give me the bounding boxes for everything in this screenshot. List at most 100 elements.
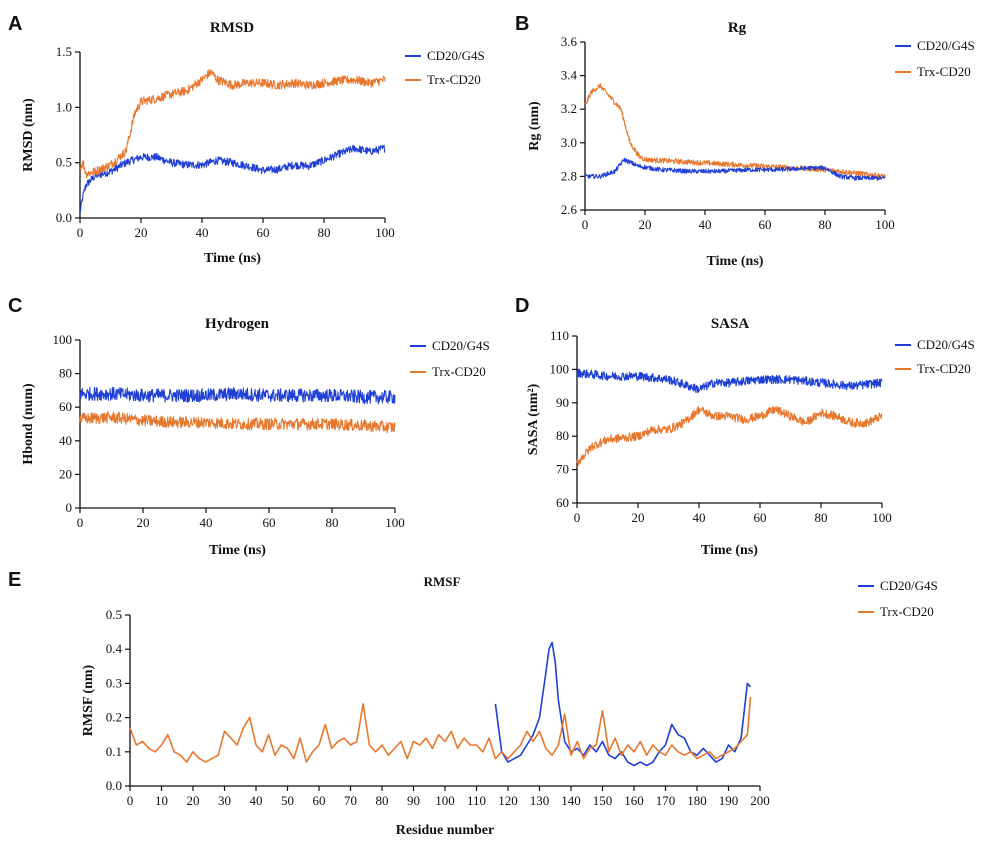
x-tick-label: 60 xyxy=(313,793,326,808)
y-tick-label: 110 xyxy=(550,328,569,343)
y-tick-label: 0.5 xyxy=(106,607,122,622)
x-tick-label: 90 xyxy=(407,793,420,808)
legend-label: Trx-CD20 xyxy=(880,604,934,619)
x-tick-label: 140 xyxy=(561,793,581,808)
x-tick-label: 80 xyxy=(326,515,339,530)
x-tick-label: 150 xyxy=(593,793,613,808)
y-tick-label: 0.5 xyxy=(56,155,72,170)
y-tick-label: 0.4 xyxy=(106,641,123,656)
y-tick-label: 3.6 xyxy=(561,34,578,49)
y-tick-label: 60 xyxy=(556,495,569,510)
x-axis-title: Time (ns) xyxy=(209,543,266,558)
x-axis-title: Residue number xyxy=(396,823,494,838)
x-tick-label: 190 xyxy=(719,793,739,808)
series-line-trx-cd20 xyxy=(129,697,752,763)
series-line-cd20-g4s xyxy=(79,386,396,405)
x-tick-label: 120 xyxy=(498,793,518,808)
panel-label: D xyxy=(515,295,529,317)
x-tick-label: 160 xyxy=(624,793,644,808)
x-tick-label: 20 xyxy=(135,225,148,240)
x-tick-label: 20 xyxy=(632,510,645,525)
x-tick-label: 40 xyxy=(196,225,209,240)
y-tick-label: 0.0 xyxy=(56,210,72,225)
x-tick-label: 20 xyxy=(639,217,652,232)
x-tick-label: 40 xyxy=(699,217,712,232)
y-tick-label: 3.0 xyxy=(561,135,577,150)
x-tick-label: 0 xyxy=(77,515,84,530)
x-tick-label: 100 xyxy=(375,225,395,240)
series-line-trx-cd20 xyxy=(79,411,396,434)
x-tick-label: 80 xyxy=(376,793,389,808)
x-tick-label: 60 xyxy=(257,225,270,240)
panel-title: RMSD xyxy=(210,20,254,36)
x-axis-title: Time (ns) xyxy=(707,254,764,269)
y-axis-title: RMSD (nm) xyxy=(21,98,36,172)
y-axis-title: Hbond (num) xyxy=(21,383,36,465)
y-tick-label: 1.0 xyxy=(56,99,72,114)
x-tick-label: 80 xyxy=(318,225,331,240)
x-tick-label: 0 xyxy=(582,217,589,232)
legend-label: CD20/G4S xyxy=(432,338,490,353)
x-tick-label: 20 xyxy=(187,793,200,808)
y-tick-label: 2.6 xyxy=(561,202,578,217)
series-line-cd20-g4s xyxy=(494,641,752,767)
x-tick-label: 70 xyxy=(344,793,357,808)
series-line-trx-cd20 xyxy=(576,405,883,466)
y-tick-label: 1.5 xyxy=(56,44,72,59)
panel-hydrogen: C Hydrogen 0 20 40 60 80 100 0 20 40 60 80 100 Time … xyxy=(8,295,490,558)
x-tick-label: 200 xyxy=(750,793,770,808)
x-tick-label: 60 xyxy=(754,510,767,525)
x-tick-label: 0 xyxy=(127,793,134,808)
y-tick-label: 40 xyxy=(59,433,72,448)
legend-label: CD20/G4S xyxy=(917,337,975,352)
panel-title: Rg xyxy=(728,20,747,36)
y-tick-label: 0.3 xyxy=(106,675,122,690)
x-tick-label: 100 xyxy=(875,217,895,232)
series-line-cd20-g4s xyxy=(79,144,386,213)
x-tick-label: 180 xyxy=(687,793,707,808)
y-tick-label: 0.0 xyxy=(106,778,122,793)
y-tick-label: 0.1 xyxy=(106,744,122,759)
x-tick-label: 10 xyxy=(155,793,168,808)
y-tick-label: 3.4 xyxy=(561,68,578,83)
x-tick-label: 80 xyxy=(815,510,828,525)
y-tick-label: 0 xyxy=(66,500,73,515)
x-tick-label: 40 xyxy=(200,515,213,530)
y-axis-title: RMSF (nm) xyxy=(81,664,96,736)
y-tick-label: 20 xyxy=(59,466,72,481)
panel-label: B xyxy=(515,13,529,35)
y-tick-label: 100 xyxy=(53,332,73,347)
x-tick-label: 100 xyxy=(385,515,405,530)
x-tick-label: 50 xyxy=(281,793,294,808)
x-tick-label: 100 xyxy=(435,793,455,808)
panel-rmsf: E RMSF 0 10 20 30 40 50 60 70 80 90 100 110 120 130 14… xyxy=(8,569,938,838)
x-tick-label: 100 xyxy=(872,510,892,525)
panel-label: E xyxy=(8,569,21,591)
legend-label: Trx-CD20 xyxy=(917,64,971,79)
legend-label: CD20/G4S xyxy=(427,48,485,63)
panel-rg: B Rg 0 20 40 60 80 100 2.6 2.8 3.0 3.2 3.4 3.6 Time … xyxy=(515,13,975,269)
legend-label: CD20/G4S xyxy=(917,38,975,53)
x-tick-label: 80 xyxy=(819,217,832,232)
y-tick-label: 3.2 xyxy=(561,101,577,116)
x-tick-label: 30 xyxy=(218,793,231,808)
x-tick-label: 40 xyxy=(693,510,706,525)
series-line-cd20-g4s xyxy=(584,157,886,181)
y-tick-label: 100 xyxy=(550,361,570,376)
x-tick-label: 0 xyxy=(77,225,84,240)
y-tick-label: 80 xyxy=(556,428,569,443)
x-tick-label: 130 xyxy=(530,793,550,808)
x-tick-label: 110 xyxy=(467,793,486,808)
y-axis-title: Rg (nm) xyxy=(527,101,542,151)
x-tick-label: 0 xyxy=(574,510,581,525)
panel-label: A xyxy=(8,13,22,35)
legend-label: CD20/G4S xyxy=(880,578,938,593)
y-tick-label: 70 xyxy=(556,462,569,477)
y-tick-label: 0.2 xyxy=(106,710,122,725)
panel-title: RMSF xyxy=(424,574,461,589)
y-tick-label: 60 xyxy=(59,399,72,414)
x-tick-label: 40 xyxy=(250,793,263,808)
x-tick-label: 170 xyxy=(656,793,676,808)
y-tick-label: 2.8 xyxy=(561,168,577,183)
